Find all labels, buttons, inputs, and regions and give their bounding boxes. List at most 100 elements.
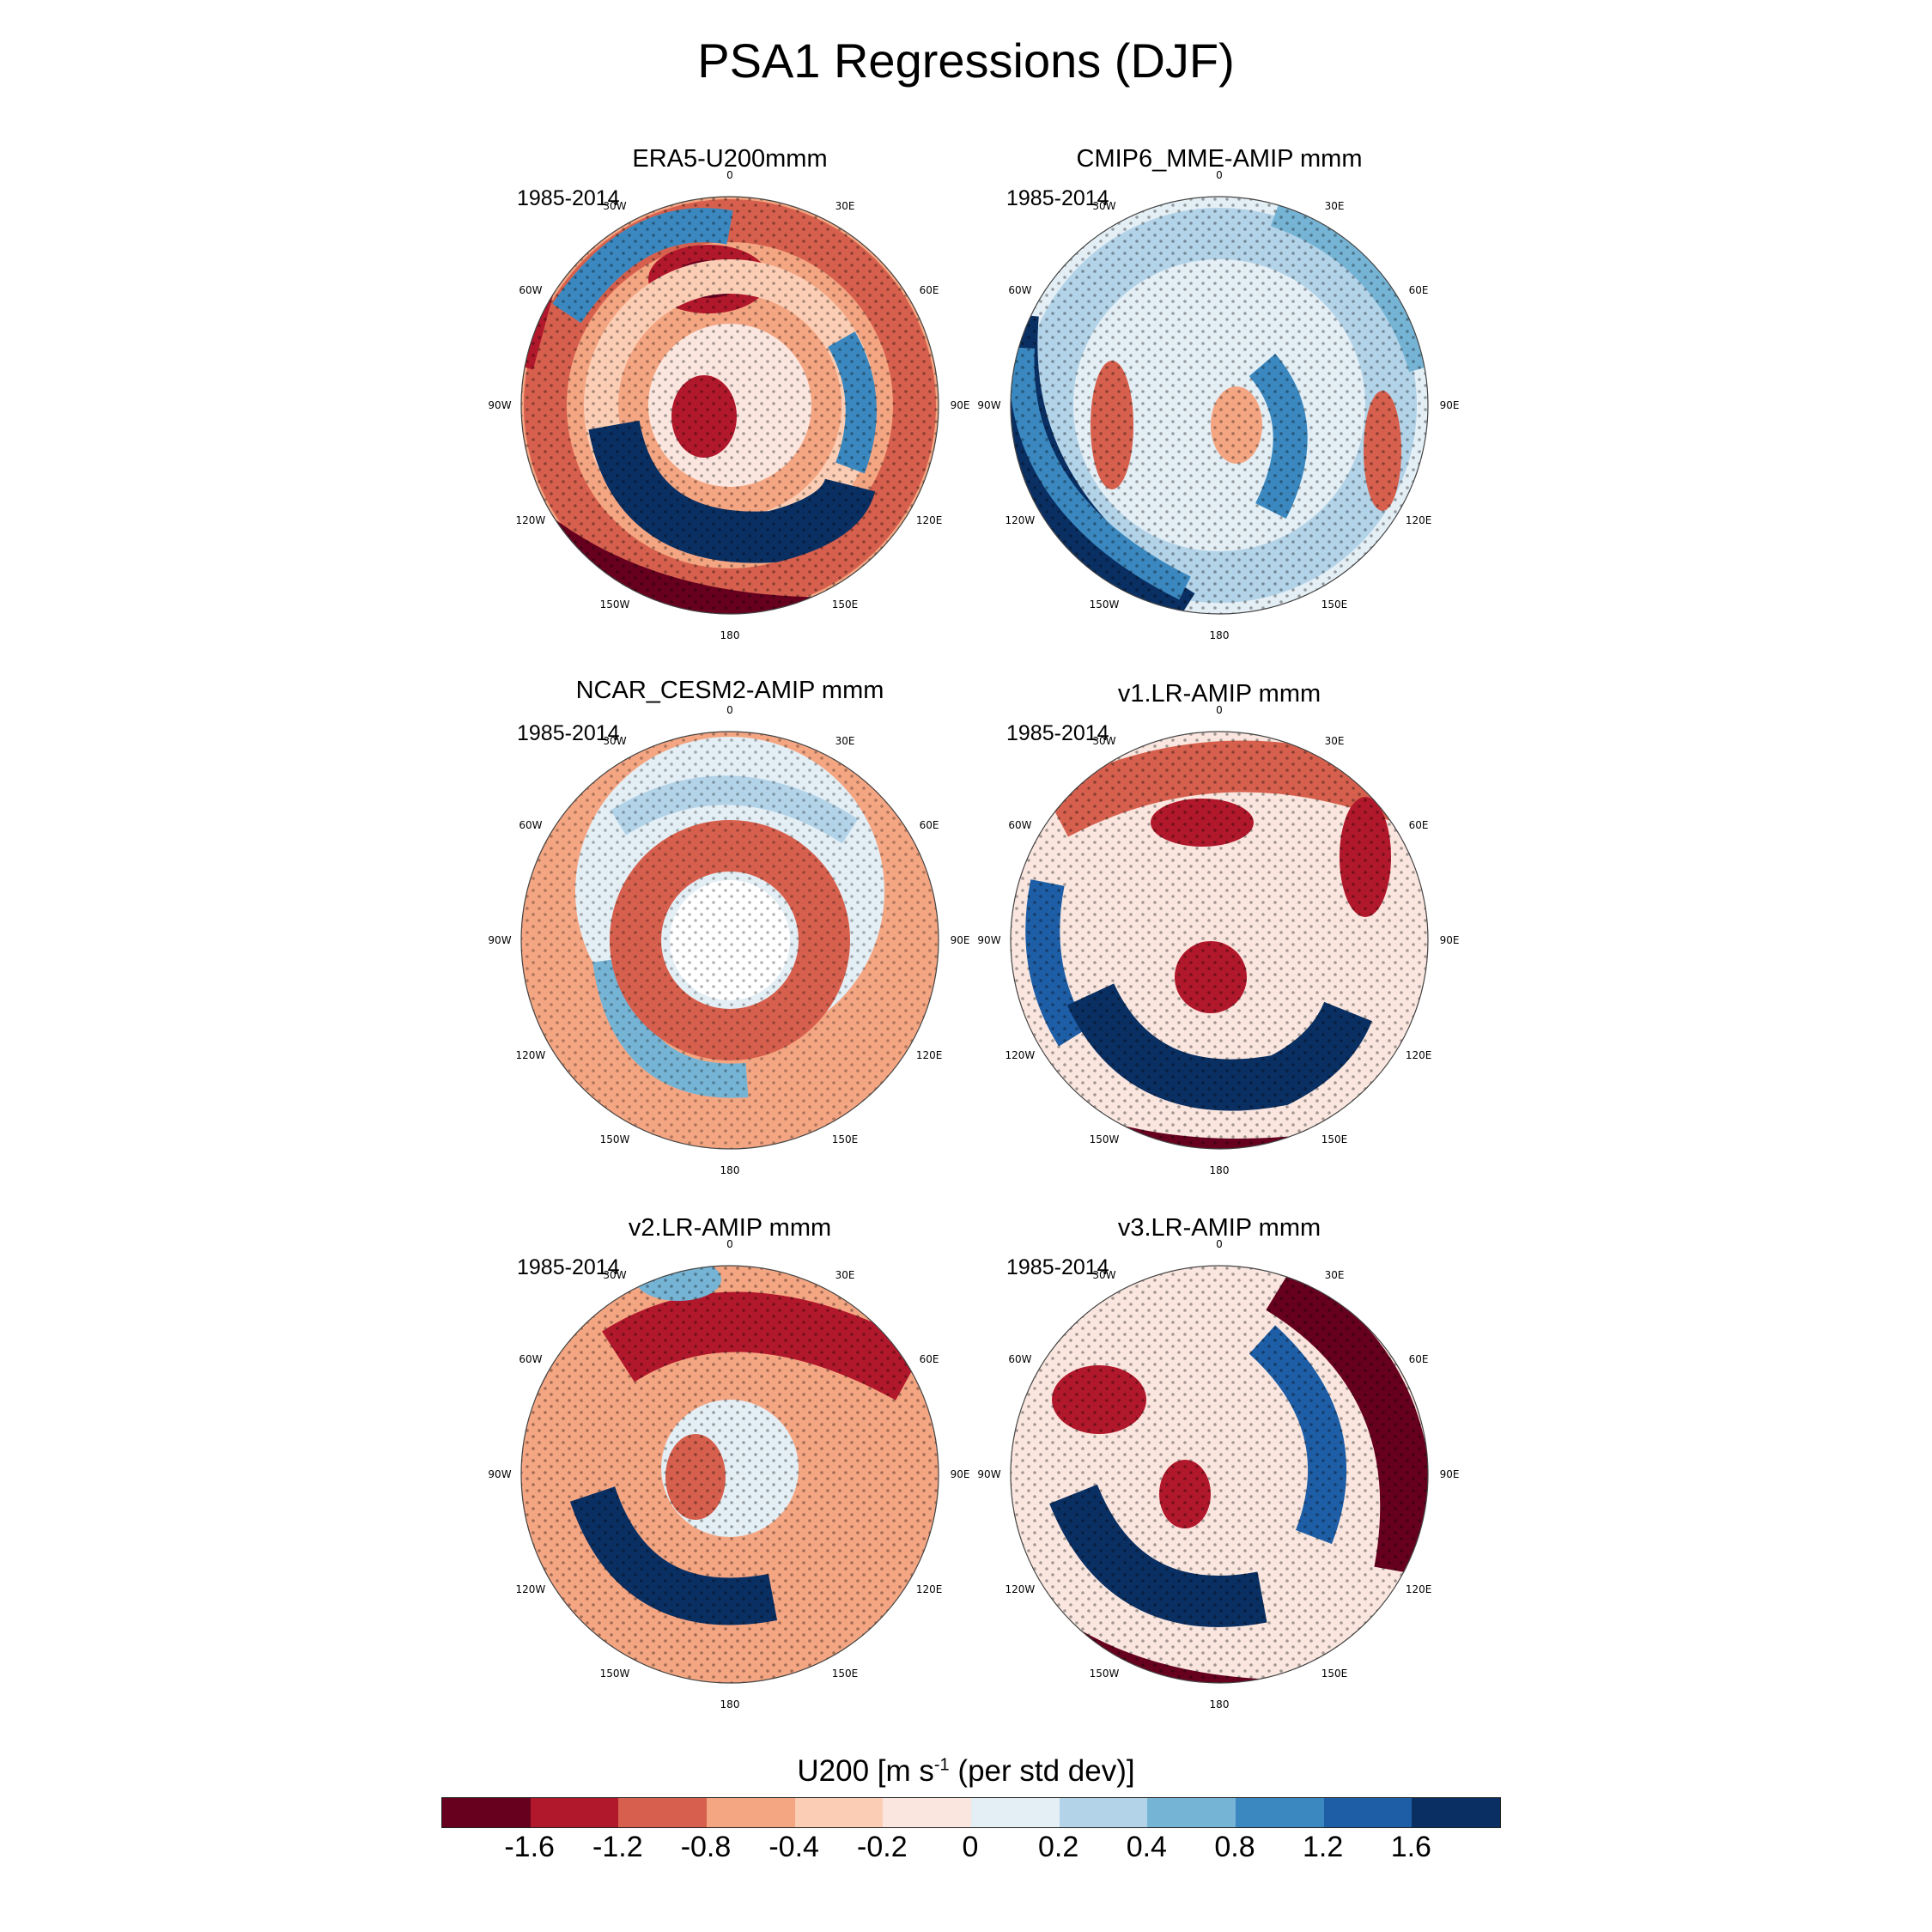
- longitude-label: 60E: [1409, 1353, 1429, 1365]
- longitude-label: 30W: [1092, 1269, 1115, 1281]
- longitude-label: 150W: [600, 598, 630, 611]
- longitude-label: 0: [726, 704, 733, 716]
- longitude-label: 0: [1216, 169, 1223, 181]
- colorbar-box: [1147, 1798, 1236, 1827]
- panel-v1lr: v1.LR-AMIP mmm 1985-2014 0 30E 60E 90E 120E 1…: [953, 677, 1485, 1209]
- period-label: 1985-2014: [517, 721, 620, 745]
- colorbar-box: [442, 1798, 531, 1827]
- longitude-labels: 0 30E 60E 90E 120E 150E 180 150W 120W 90W 60W 30W: [977, 704, 1459, 1176]
- colorbar-label: 1.6: [1390, 1831, 1431, 1863]
- contour-field: [521, 197, 939, 614]
- longitude-label: 120W: [516, 514, 546, 526]
- longitude-label: 60W: [1008, 1353, 1031, 1365]
- longitude-labels: 0 30E 60E 90E 120E 150E 180 150W 120W 90W 60W 30W: [977, 1238, 1459, 1710]
- polar-map: 0 30E 60E 90E 120E 150E 180 150W 120W 90W 60W 30W: [488, 1238, 969, 1710]
- colorbar-box: [883, 1798, 972, 1827]
- colorbar-box: [971, 1798, 1060, 1827]
- longitude-label: 180: [720, 1698, 740, 1710]
- longitude-label: 30W: [603, 735, 626, 747]
- colorbar-label: -0.8: [680, 1831, 732, 1863]
- colorbar-box: [794, 1798, 884, 1827]
- panel-v2lr: v2.LR-AMIP mmm 1985-2014 0 30E 60E 90E 120E 1…: [464, 1211, 996, 1743]
- panel-cmip6: CMIP6_MME-AMIP mmm 1985-2014 0 30E 60E 90E 1…: [953, 142, 1485, 674]
- longitude-label: 90W: [488, 399, 511, 411]
- longitude-label: 90W: [488, 934, 511, 946]
- longitude-label: 120E: [916, 1049, 943, 1061]
- longitude-label: 0: [726, 169, 733, 181]
- longitude-label: 90W: [977, 934, 1000, 946]
- panel-era5: ERA5-U200mmm 1985-2014 0 30E 60E 90E 120E 150…: [464, 142, 996, 674]
- colorbar-label: -0.2: [857, 1831, 908, 1863]
- colorbar-labels: -1.6 -1.2 -0.8 -0.4 -0.2 0 0.2 0.4 0.8 1.2 1.6: [0, 1831, 1932, 1874]
- longitude-label: 180: [1210, 629, 1230, 641]
- longitude-label: 0: [726, 1238, 733, 1250]
- longitude-label: 150E: [832, 1133, 859, 1145]
- longitude-label: 60E: [920, 284, 939, 296]
- longitude-label: 120E: [1406, 514, 1432, 526]
- longitude-label: 150W: [600, 1133, 630, 1145]
- longitude-label: 60W: [1008, 284, 1031, 296]
- period-label: 1985-2014: [1006, 1255, 1109, 1279]
- longitude-label: 30E: [1325, 1269, 1345, 1281]
- longitude-label: 90E: [1440, 1468, 1460, 1480]
- longitude-label: 90E: [1440, 934, 1460, 946]
- colorbar-label: 0.4: [1126, 1831, 1167, 1863]
- longitude-label: 150E: [1321, 1668, 1348, 1680]
- longitude-label: 60E: [1409, 819, 1429, 831]
- longitude-label: 90E: [1440, 399, 1460, 411]
- longitude-label: 120E: [916, 1583, 943, 1595]
- longitude-label: 30E: [835, 200, 855, 212]
- longitude-label: 180: [1210, 1698, 1230, 1710]
- longitude-labels: 0 30E 60E 90E 120E 150E 180 150W 120W 90W 60W 30W: [977, 169, 1459, 641]
- longitude-label: 30E: [1325, 200, 1345, 212]
- colorbar-label: -1.2: [592, 1831, 643, 1863]
- figure-title: PSA1 Regressions (DJF): [697, 33, 1235, 88]
- longitude-label: 90W: [977, 399, 1000, 411]
- period-label: 1985-2014: [1006, 721, 1109, 745]
- longitude-label: 60E: [920, 1353, 939, 1365]
- longitude-label: 60W: [519, 284, 542, 296]
- longitude-label: 120W: [1005, 514, 1036, 526]
- longitude-label: 150W: [1090, 1668, 1120, 1680]
- colorbar-label: 0.8: [1214, 1831, 1255, 1863]
- longitude-label: 90E: [951, 1468, 970, 1480]
- longitude-label: 150E: [832, 598, 859, 611]
- longitude-label: 30E: [835, 735, 855, 747]
- longitude-label: 120W: [1005, 1583, 1036, 1595]
- longitude-label: 0: [1216, 704, 1223, 716]
- period-label: 1985-2014: [517, 1255, 620, 1279]
- longitude-label: 90E: [951, 934, 970, 946]
- longitude-label: 180: [1210, 1164, 1230, 1176]
- longitude-label: 60E: [920, 819, 939, 831]
- longitude-label: 60E: [1409, 284, 1429, 296]
- longitude-label: 30E: [835, 1269, 855, 1281]
- longitude-labels: 0 30E 60E 90E 120E 150E 180 150W 120W 90W 60W 30W: [488, 1238, 969, 1710]
- longitude-label: 30E: [1325, 735, 1345, 747]
- longitude-label: 150W: [600, 1668, 630, 1680]
- panel-title: v3.LR-AMIP mmm: [1117, 1214, 1321, 1242]
- longitude-label: 150W: [1090, 1133, 1120, 1145]
- longitude-label: 120W: [1005, 1049, 1036, 1061]
- panel-title: v1.LR-AMIP mmm: [1117, 680, 1321, 708]
- longitude-label: 30W: [603, 1269, 626, 1281]
- longitude-label: 150E: [1321, 1133, 1348, 1145]
- colorbar-box: [1323, 1798, 1413, 1827]
- longitude-label: 60W: [519, 819, 542, 831]
- colorbar-label: 0.2: [1038, 1831, 1079, 1863]
- polar-map: 0 30E 60E 90E 120E 150E 180 150W 120W 90W 60W 30W: [977, 704, 1459, 1176]
- longitude-label: 60W: [519, 1353, 542, 1365]
- longitude-label: 90E: [951, 399, 970, 411]
- longitude-label: 180: [720, 1164, 740, 1176]
- longitude-label: 120W: [516, 1049, 546, 1061]
- colorbar-title: U200 [m s-1 (per std dev)]: [0, 1754, 1932, 1789]
- panel-title: NCAR_CESM2-AMIP mmm: [575, 677, 884, 704]
- longitude-label: 120W: [516, 1583, 546, 1595]
- longitude-label: 0: [1216, 1238, 1223, 1250]
- panel-title: CMIP6_MME-AMIP mmm: [1076, 145, 1363, 173]
- colorbar-box: [1412, 1798, 1501, 1827]
- longitude-label: 90W: [488, 1468, 511, 1480]
- longitude-label: 30W: [1092, 735, 1115, 747]
- polar-map: 0 30E 60E 90E 120E 150E 180 150W 120W 90W 60W 30W: [977, 169, 1459, 641]
- contour-field: [521, 732, 939, 1149]
- colorbar-box: [1236, 1798, 1324, 1827]
